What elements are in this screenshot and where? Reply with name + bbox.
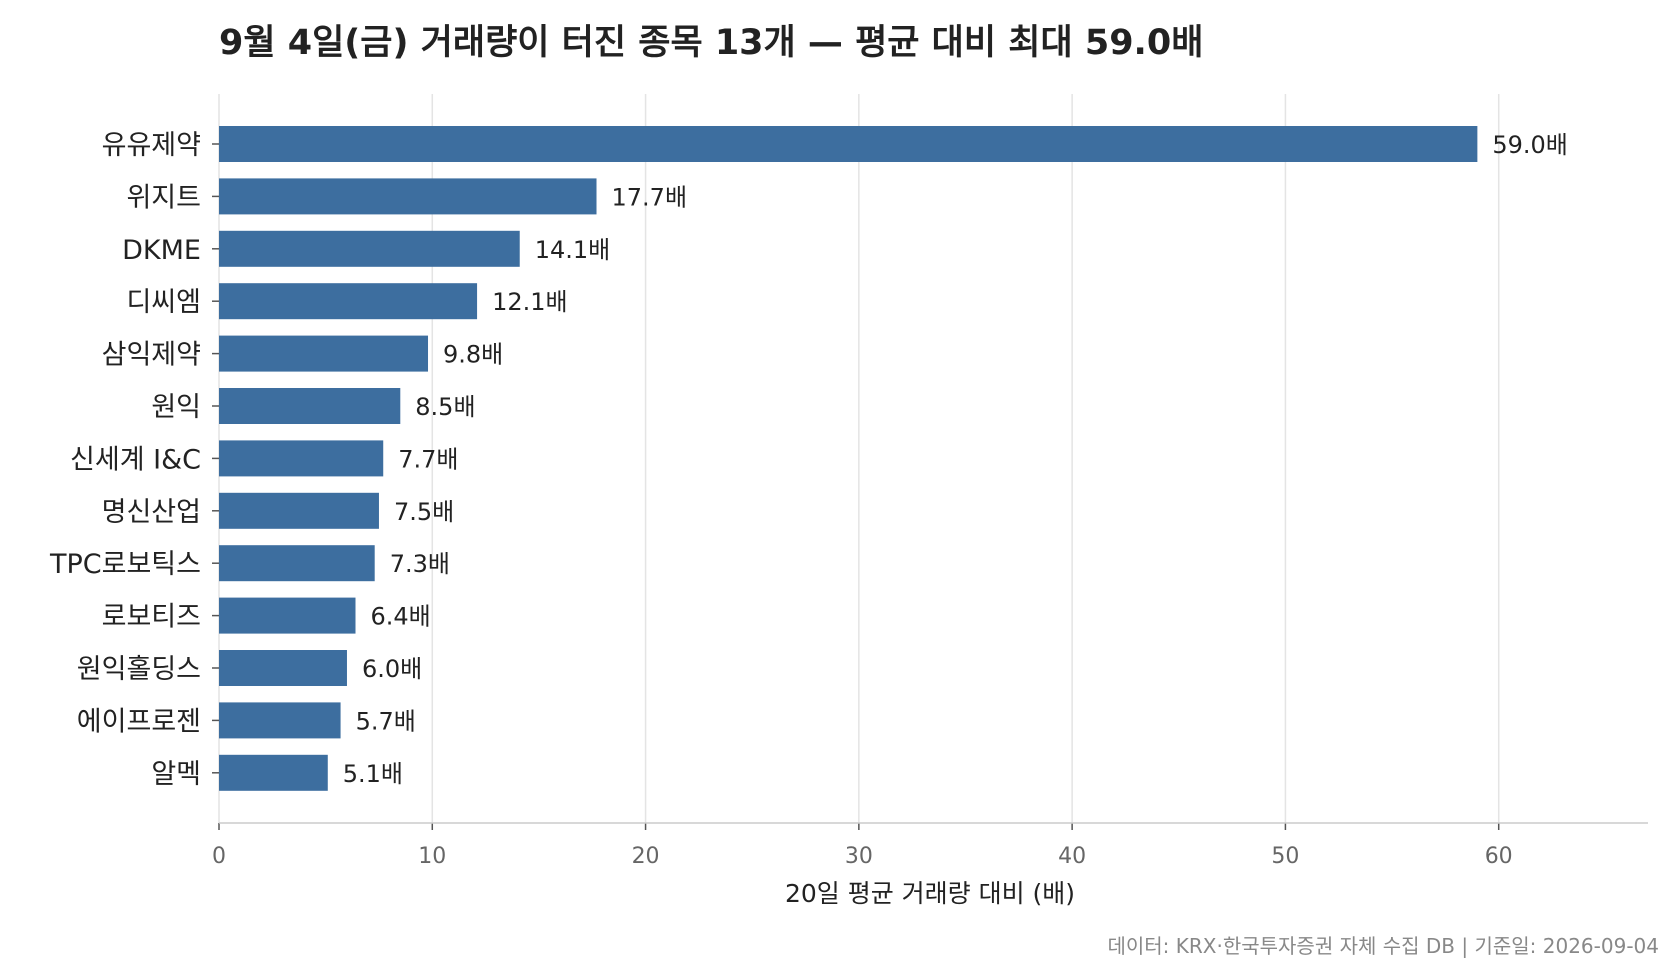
bar: [219, 440, 384, 477]
x-tick-label: 10: [418, 844, 446, 869]
y-tick-label: 명신산업: [102, 497, 201, 528]
data-label: 14.1배: [535, 236, 611, 264]
data-label: 7.7배: [398, 445, 458, 473]
bar: [219, 388, 401, 424]
y-tick-label: 알멕: [151, 759, 201, 790]
x-tick-label: 40: [1058, 844, 1086, 869]
chart-title: 9월 4일(금) 거래량이 터진 종목 13개 — 평균 대비 최대 59.0배: [219, 23, 1204, 63]
x-tick-label: 50: [1271, 844, 1299, 869]
x-tick-label: 60: [1485, 844, 1513, 869]
data-label: 7.5배: [394, 498, 454, 526]
data-label: 17.7배: [612, 183, 688, 211]
data-label: 6.0배: [362, 655, 422, 683]
bar: [219, 126, 1478, 162]
y-tick-label: 로보티즈: [102, 602, 201, 633]
axes: [212, 143, 1648, 830]
y-tick-label: DKME: [122, 235, 201, 266]
bar: [219, 283, 478, 320]
bar: [219, 335, 429, 372]
y-tick-label: 에이프로젠: [77, 706, 201, 737]
x-tick-label: 20: [632, 844, 660, 869]
bar: [219, 178, 597, 215]
data-label: 6.4배: [371, 603, 431, 631]
y-tick-label: 위지트: [126, 182, 201, 213]
x-axis-title: 20일 평균 거래량 대비 (배): [785, 879, 1075, 908]
bar: [219, 545, 375, 582]
bar: [219, 754, 328, 791]
data-label: 9.8배: [443, 341, 503, 369]
data-label: 8.5배: [415, 393, 475, 421]
y-tick-label: TPC로보틱스: [49, 549, 201, 580]
x-tick-label: 30: [845, 844, 873, 869]
bar: [219, 492, 379, 529]
data-label: 59.0배: [1492, 131, 1568, 159]
source-note: 데이터: KRX·한국투자증권 자체 수집 DB | 기준일: 2026-09-…: [1107, 934, 1659, 958]
bar: [219, 230, 520, 267]
y-tick-label: 유유제약: [102, 130, 201, 161]
bar: [219, 650, 347, 686]
y-tick-label: 디씨엠: [126, 287, 201, 318]
data-label: 12.1배: [492, 288, 568, 316]
bar: [219, 702, 341, 739]
data-label: 5.1배: [343, 760, 403, 788]
gridlines: [218, 94, 1500, 823]
bar: [219, 597, 356, 634]
y-tick-label: 원익: [151, 392, 201, 423]
bars: [219, 126, 1478, 791]
y-tick-label: 삼익제약: [102, 340, 201, 371]
data-label: 7.3배: [390, 550, 450, 578]
y-tick-label: 신세계 I&C: [70, 444, 201, 475]
y-tick-label: 원익홀딩스: [77, 654, 201, 685]
x-tick-label: 0: [212, 844, 226, 869]
data-label: 5.7배: [356, 707, 416, 735]
